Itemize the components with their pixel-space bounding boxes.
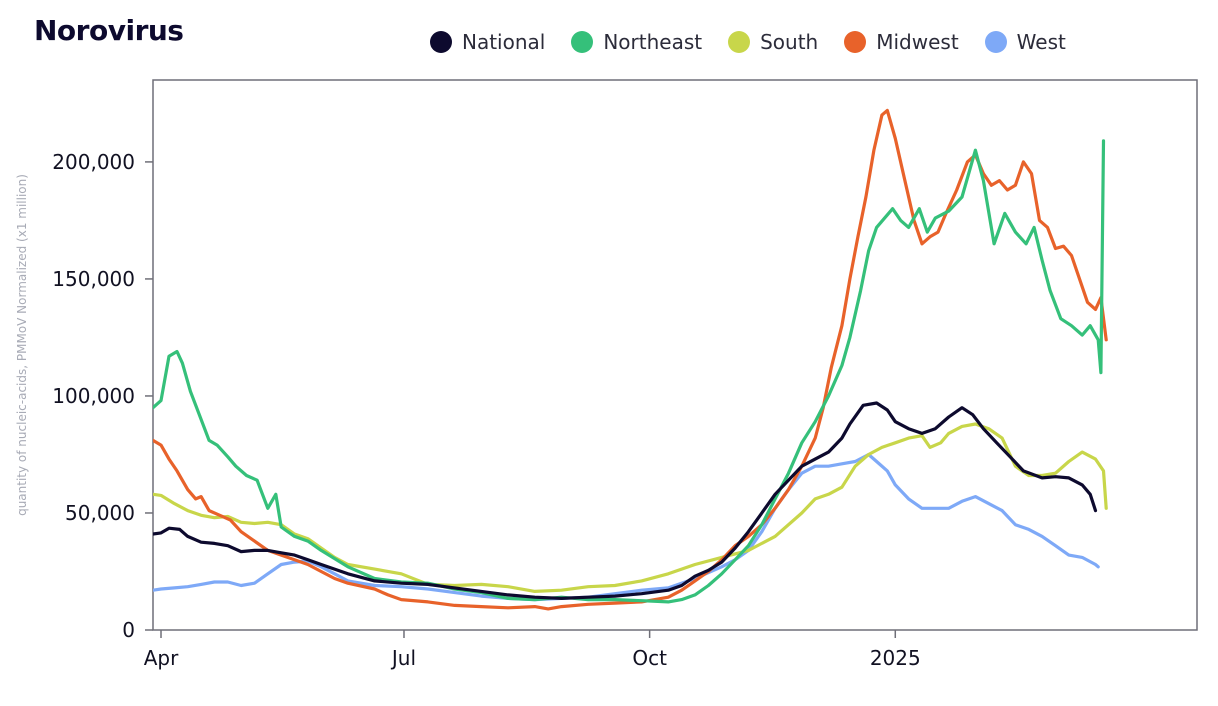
legend-dot-icon bbox=[728, 31, 751, 53]
series-line-northeast bbox=[153, 139, 1106, 604]
legend: National Northeast South Midwest West bbox=[430, 30, 1092, 54]
legend-item-west[interactable]: West bbox=[984, 30, 1066, 54]
legend-label: Northeast bbox=[603, 30, 703, 54]
y-axis-label: quantity of nucleic-acids, PMMoV Normali… bbox=[15, 174, 29, 516]
legend-label: National bbox=[462, 30, 546, 54]
legend-item-south[interactable]: South bbox=[728, 30, 818, 54]
y-tick-label: 200,000 bbox=[52, 150, 135, 174]
series-line-west bbox=[153, 452, 1100, 602]
legend-dot-icon bbox=[844, 31, 867, 53]
legend-label: Midwest bbox=[876, 30, 959, 54]
legend-dot-icon bbox=[430, 31, 452, 53]
series-line-midwest bbox=[153, 108, 1108, 611]
legend-label: South bbox=[760, 30, 819, 54]
y-tick-label: 100,000 bbox=[52, 384, 135, 408]
series-line-south bbox=[153, 422, 1108, 593]
y-tick-label: 50,000 bbox=[65, 501, 135, 525]
y-tick-label: 0 bbox=[122, 618, 135, 642]
x-tick-label: Oct bbox=[632, 646, 667, 670]
series-line-national bbox=[153, 401, 1098, 600]
legend-item-midwest[interactable]: Midwest bbox=[844, 30, 959, 54]
legend-dot-icon bbox=[571, 31, 594, 53]
x-tick-label: 2025 bbox=[870, 646, 921, 670]
plot-frame bbox=[152, 79, 1198, 631]
y-tick-label: 150,000 bbox=[52, 267, 135, 291]
legend-item-northeast[interactable]: Northeast bbox=[571, 30, 702, 54]
legend-dot-icon bbox=[984, 31, 1007, 53]
legend-label: West bbox=[1016, 30, 1066, 54]
x-tick-label: Jul bbox=[390, 646, 416, 670]
chart-title: Norovirus bbox=[34, 14, 184, 47]
legend-item-national[interactable]: National bbox=[430, 30, 545, 54]
x-tick-label: Apr bbox=[144, 646, 179, 670]
